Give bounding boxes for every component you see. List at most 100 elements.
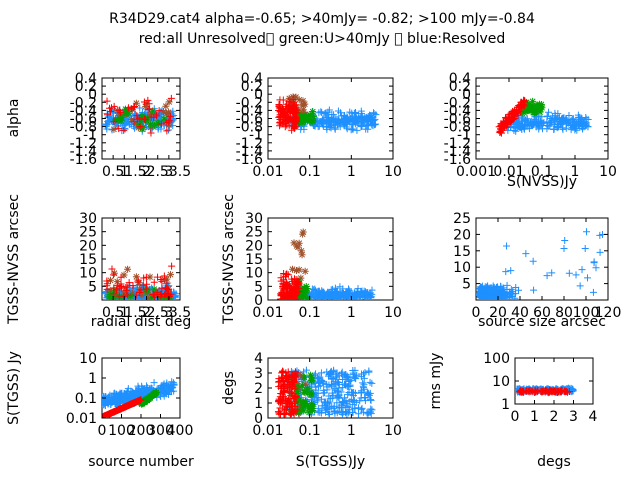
x-tick-label: 1 xyxy=(120,305,129,321)
x-axis-label: degs xyxy=(537,454,571,470)
data-point-red xyxy=(102,412,108,418)
x-tick-label: 3 xyxy=(164,164,173,180)
data-point-brown xyxy=(297,247,305,255)
y-tick-label: 0 xyxy=(254,411,263,427)
data-point-green xyxy=(301,114,309,122)
data-point-red xyxy=(289,107,297,115)
data-point-blue xyxy=(504,126,512,134)
data-point-green xyxy=(143,288,151,296)
data-point-red xyxy=(503,119,511,127)
x-tick-label: 10 xyxy=(384,423,402,439)
data-point-green xyxy=(303,114,311,122)
data-point-blue xyxy=(318,288,326,296)
data-point-blue xyxy=(326,369,334,377)
data-point-blue xyxy=(364,120,372,128)
data-point-red xyxy=(114,406,122,414)
data-point-red xyxy=(108,265,116,273)
data-point-red xyxy=(274,408,282,416)
data-point-green xyxy=(294,399,302,407)
x-tick-label: 40 xyxy=(511,305,529,321)
y-tick-label: -1.4 xyxy=(236,144,263,160)
y-axis-label: S(TGSS) Jy xyxy=(6,351,22,425)
y-tick-label: -1 xyxy=(457,128,471,144)
data-point-blue xyxy=(333,409,341,417)
data-point-red xyxy=(561,387,569,395)
data-point-blue xyxy=(559,117,567,125)
y-tick-label: -1.4 xyxy=(444,144,471,160)
x-tick-label: 0.01 xyxy=(252,164,283,180)
data-point-red xyxy=(504,113,512,121)
data-point-green xyxy=(528,105,536,113)
data-point-red xyxy=(157,293,165,300)
data-point-green xyxy=(309,116,317,124)
y-tick-label: 1 xyxy=(254,396,263,412)
data-point-blue xyxy=(371,120,379,128)
data-point-red xyxy=(110,271,118,279)
data-point-blue xyxy=(568,123,576,131)
y-tick-label: 0.01 xyxy=(66,411,97,427)
data-point-red xyxy=(284,397,292,405)
data-point-blue xyxy=(349,392,357,400)
data-point-blue xyxy=(122,392,130,400)
data-point-red xyxy=(144,96,152,104)
data-point-brown xyxy=(128,289,136,297)
data-point-blue xyxy=(331,378,339,386)
data-point-green xyxy=(299,398,307,406)
y-tick-label: 20 xyxy=(453,227,471,243)
data-point-blue xyxy=(368,117,376,125)
data-point-red xyxy=(154,273,162,281)
data-point-green xyxy=(306,390,314,398)
data-point-blue xyxy=(307,292,315,300)
data-point-blue xyxy=(512,127,520,135)
data-point-blue xyxy=(361,369,369,377)
data-point-blue xyxy=(161,389,169,397)
data-point-red xyxy=(283,372,291,380)
data-point-brown xyxy=(295,96,303,104)
data-point-red xyxy=(293,281,301,289)
data-point-green xyxy=(295,119,303,127)
data-point-blue xyxy=(596,248,604,256)
y-tick-label: 1 xyxy=(501,397,510,413)
data-point-green xyxy=(117,294,125,300)
data-point-brown xyxy=(120,289,128,297)
data-point-red xyxy=(120,126,128,134)
data-point-red xyxy=(289,383,297,391)
data-point-blue xyxy=(572,271,580,279)
data-point-blue xyxy=(315,382,323,390)
y-tick-label: 0 xyxy=(88,87,97,103)
data-point-green xyxy=(114,116,122,124)
data-point-blue xyxy=(131,124,139,132)
data-point-green xyxy=(308,377,316,385)
data-point-brown xyxy=(298,251,306,259)
x-tick-label: 0.1 xyxy=(531,164,553,180)
scatter-points xyxy=(102,262,180,300)
data-point-brown xyxy=(162,102,170,110)
data-point-blue xyxy=(323,368,331,376)
data-point-red xyxy=(285,387,293,395)
data-point-blue xyxy=(108,397,116,405)
x-tick-label: 0 xyxy=(472,305,481,321)
y-tick-label: 3 xyxy=(254,366,263,382)
data-point-red xyxy=(144,106,152,114)
data-point-blue xyxy=(583,228,591,236)
data-point-blue xyxy=(328,292,336,300)
data-point-red xyxy=(278,288,286,296)
data-point-red xyxy=(111,407,119,415)
data-point-blue xyxy=(507,289,515,297)
y-tick-label: -1.2 xyxy=(236,136,263,152)
y-tick-label: 0 xyxy=(254,87,263,103)
data-point-blue xyxy=(351,405,359,413)
data-point-red xyxy=(140,98,148,106)
data-point-blue xyxy=(342,292,350,300)
data-point-blue xyxy=(342,119,350,127)
data-point-green xyxy=(294,382,302,390)
data-point-blue xyxy=(365,368,373,376)
data-point-red xyxy=(291,292,299,300)
data-point-red xyxy=(285,116,293,124)
data-point-red xyxy=(282,271,290,279)
data-point-blue xyxy=(589,288,597,296)
x-tick-label: 3 xyxy=(569,409,578,425)
data-point-green xyxy=(147,120,155,128)
data-point-red xyxy=(283,270,291,278)
data-point-red xyxy=(515,107,523,115)
